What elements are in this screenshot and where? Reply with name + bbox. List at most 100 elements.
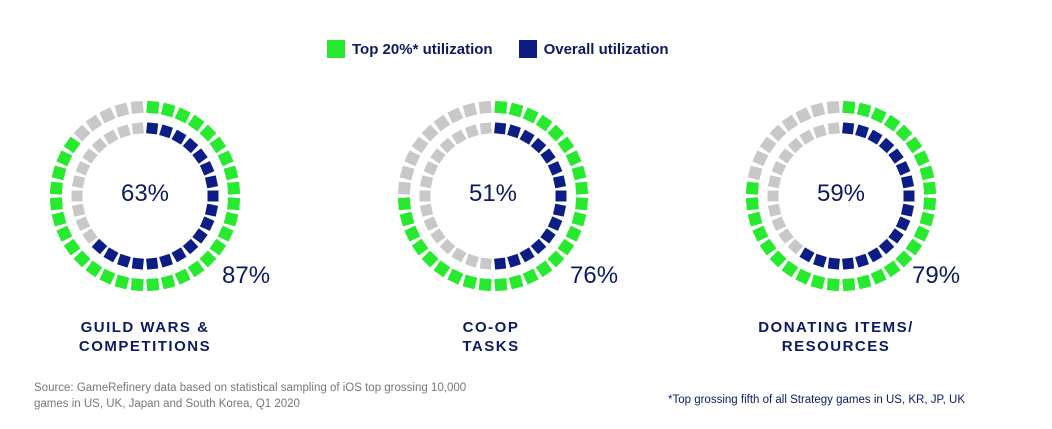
top-ring-segment-filled <box>919 165 935 181</box>
top-ring-segment-filled <box>49 197 63 211</box>
top-ring-segment-filled <box>433 260 451 278</box>
top-ring-segment-filled <box>759 238 777 256</box>
top-ring-segment-empty <box>781 114 799 132</box>
top-ring-segment-empty <box>752 150 769 167</box>
top-ring-segment-filled <box>494 278 508 292</box>
top-ring-segment-filled <box>411 238 429 256</box>
overall-ring-segment-empty <box>423 216 439 231</box>
top-ring-segment-filled <box>223 211 239 227</box>
overall-ring-segment-filled <box>878 137 895 154</box>
chart-title-line: TASKS <box>462 338 520 355</box>
overall-ring-segment-empty <box>451 129 467 145</box>
top-ring-segment-empty <box>747 165 763 181</box>
overall-ring-segment-empty <box>827 122 840 135</box>
overall-ring-segment-filled <box>530 238 547 255</box>
overall-ring-segment-empty <box>787 137 804 154</box>
top-ring-segment-filled <box>795 268 812 285</box>
legend-label-overall: Overall utilization <box>543 40 669 58</box>
top-ring-segment-filled <box>565 150 582 167</box>
top-ring-segment-filled <box>199 124 217 142</box>
top-ring-segment-filled <box>404 225 421 242</box>
overall-ring-segment-empty <box>82 228 98 244</box>
overall-ring-segment-empty <box>82 148 98 164</box>
overall-ring-segment-empty <box>771 216 787 231</box>
top-ring-segment-filled <box>923 197 937 211</box>
overall-ring-segment-filled <box>888 148 904 164</box>
top-ring-segment-filled <box>571 165 587 181</box>
overall-ring-segment-empty <box>439 238 456 255</box>
overall-ring-segment-filled <box>547 161 563 176</box>
top-ring-segment-filled <box>547 250 565 268</box>
top-ring-segment-filled <box>73 250 91 268</box>
overall-ring-segment-filled <box>204 203 219 217</box>
overall-ring-segment-filled <box>552 175 567 189</box>
top-ring-segment-filled <box>399 211 415 227</box>
top-value-guild-wars: 87% <box>222 262 271 289</box>
overall-ring-segment-empty <box>439 137 456 154</box>
overall-ring-segment-filled <box>895 161 911 176</box>
overall-value-guild-wars: 63% <box>120 180 170 207</box>
top-ring-segment-filled <box>63 136 81 154</box>
top-ring-segment-filled <box>217 225 234 242</box>
top-ring-segment-filled <box>56 150 73 167</box>
top-ring-segment-filled <box>56 225 73 242</box>
top-ring-segment-filled <box>575 197 589 211</box>
overall-ring-segment-empty <box>430 148 446 164</box>
source-line: games in US, UK, Japan and South Korea, … <box>34 398 300 410</box>
overall-ring-segment-filled <box>204 175 219 189</box>
top-ring-segment-filled <box>913 150 930 167</box>
top-ring-segment-filled <box>209 238 227 256</box>
top-ring-segment-empty <box>478 100 492 114</box>
top-ring-segment-filled <box>146 100 160 114</box>
overall-ring-segment-filled <box>146 122 159 135</box>
overall-ring-segment-filled <box>540 148 556 164</box>
overall-ring-segment-filled <box>903 190 915 202</box>
source-note: Source: GameRefinery data based on stati… <box>34 380 554 412</box>
overall-ring-segment-empty <box>430 228 446 244</box>
chart-title-guild-wars: GUILD WARS & COMPETITIONS <box>25 318 265 356</box>
top-ring-segment-filled <box>895 124 913 142</box>
overall-ring-segment-empty <box>423 161 439 176</box>
top-ring-segment-filled <box>856 274 872 290</box>
overall-ring-segment-filled <box>494 257 507 270</box>
top-ring-segment-filled <box>494 100 508 114</box>
overall-ring-segment-filled <box>199 161 215 176</box>
top-ring-segment-filled <box>462 274 478 290</box>
top-ring-segment-empty <box>759 136 777 154</box>
top-ring-segment-filled <box>752 225 769 242</box>
top-ring-segment-filled <box>575 181 589 195</box>
top-ring-segment-empty <box>826 100 840 114</box>
top-ring-segment-filled <box>842 100 856 114</box>
overall-ring-segment-empty <box>419 203 434 217</box>
overall-ring-segment-filled <box>507 124 521 139</box>
overall-ring-segment-filled <box>867 129 883 145</box>
top-ring-segment-filled <box>209 136 227 154</box>
top-ring-segment-filled <box>160 102 176 118</box>
top-ring-segment-filled <box>397 197 411 211</box>
footnote: *Top grossing fifth of all Strategy game… <box>668 394 966 406</box>
top-ring-segment-filled <box>187 114 205 132</box>
top-ring-segment-filled <box>905 238 923 256</box>
legend: Top 20%* utilization Overall utilization <box>327 40 669 58</box>
overall-ring-segment-filled <box>895 216 911 231</box>
overall-ring-segment-filled <box>507 253 521 268</box>
overall-ring-segment-filled <box>131 257 144 270</box>
top-ring-segment-filled <box>130 278 144 292</box>
chart-title-line: GUILD WARS & <box>80 319 210 336</box>
top-ring-segment-filled <box>174 107 191 124</box>
top-ring-segment-filled <box>63 238 81 256</box>
top-ring-segment-empty <box>130 100 144 114</box>
overall-ring-segment-filled <box>192 228 208 244</box>
top-ring-segment-filled <box>745 197 759 211</box>
overall-ring-segment-filled <box>146 257 159 270</box>
overall-ring-segment-empty <box>767 203 782 217</box>
top-ring-segment-empty <box>421 124 439 142</box>
overall-ring-segment-empty <box>787 238 804 255</box>
top-ring-segment-filled <box>826 278 840 292</box>
top-ring-segment-empty <box>462 102 478 118</box>
top-ring-segment-filled <box>747 211 763 227</box>
legend-swatch-top <box>327 40 345 58</box>
overall-ring-segment-filled <box>900 175 915 189</box>
overall-ring-segment-empty <box>479 122 492 135</box>
overall-ring-segment-filled <box>813 253 827 268</box>
